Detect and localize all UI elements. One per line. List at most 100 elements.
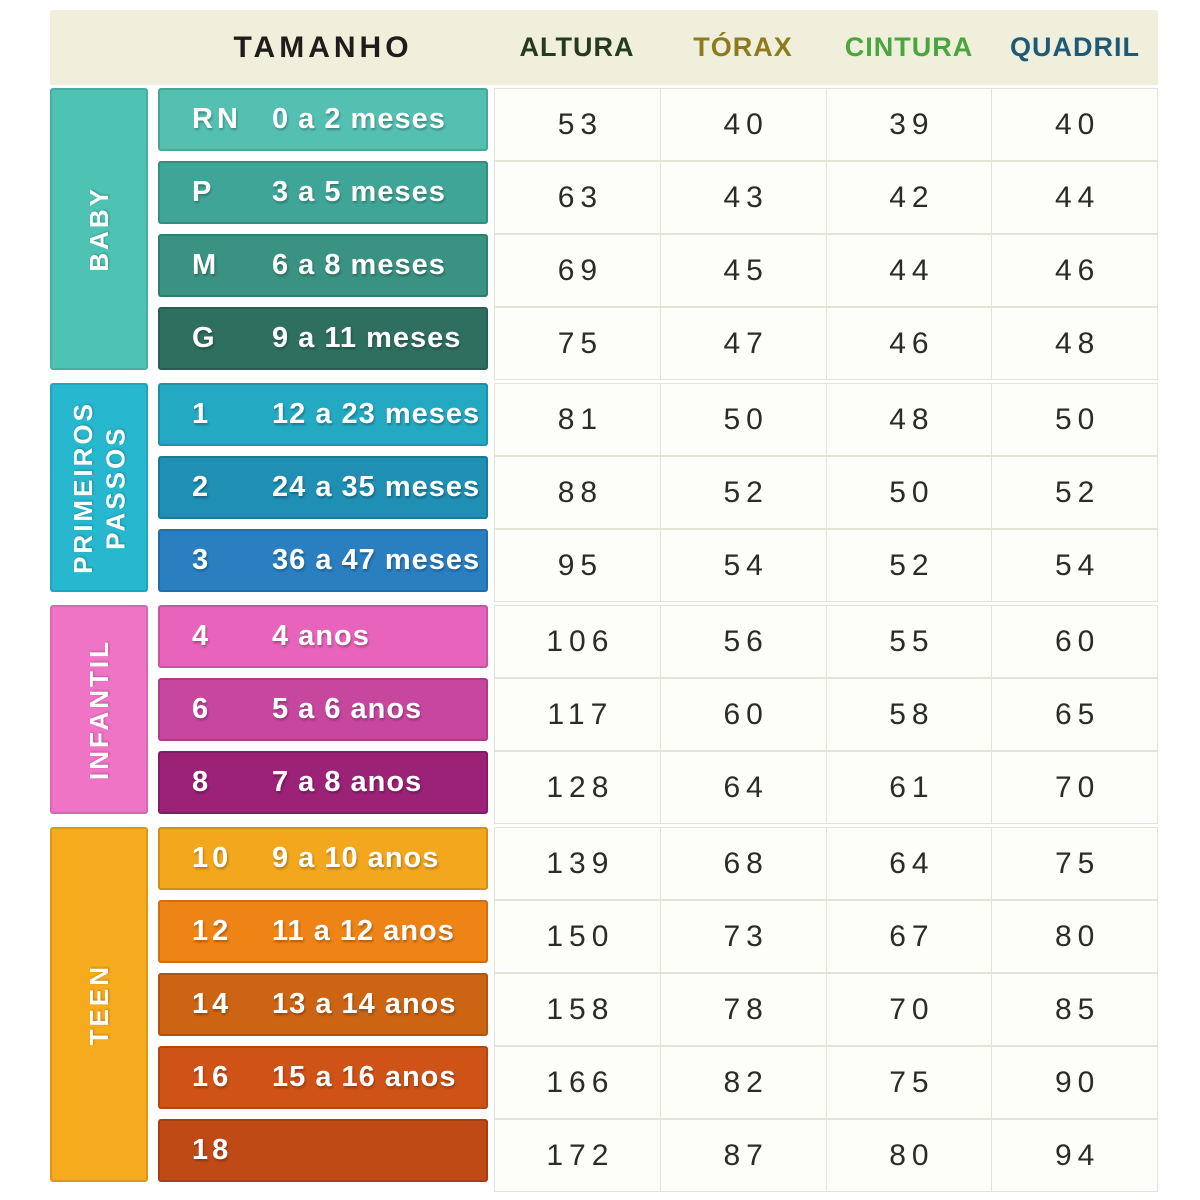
size-bar: 12 11 a 12 anos (158, 900, 488, 963)
size-bar: RN 0 a 2 meses (158, 88, 488, 151)
age-range: 5 a 6 anos (272, 693, 423, 725)
size-code: P (192, 176, 216, 208)
quadril-value: 80 (1054, 919, 1101, 953)
measurement-cells: 88 52 50 52 (494, 456, 1158, 529)
size-row: 2 24 a 35 meses 88 52 50 52 (158, 456, 1158, 529)
cell-altura: 63 (494, 161, 661, 234)
cell-quadril: 60 (991, 605, 1158, 678)
cell-torax: 50 (659, 383, 827, 456)
measurement-cells: 63 43 42 44 (494, 161, 1158, 234)
altura-value: 75 (557, 326, 604, 360)
section-rows: 10 9 a 10 anos 139 68 64 75 12 11 a 12 anos 150 7… (158, 827, 1158, 1192)
size-row: M 6 a 8 meses 69 45 44 46 (158, 234, 1158, 307)
cell-altura: 53 (494, 88, 661, 161)
altura-value: 53 (557, 107, 604, 141)
cell-torax: 56 (659, 605, 827, 678)
size-row: 12 11 a 12 anos 150 73 67 80 (158, 900, 1158, 973)
altura-value: 88 (557, 475, 604, 509)
cell-torax: 78 (659, 973, 827, 1046)
altura-value: 172 (546, 1138, 615, 1172)
cell-altura: 81 (494, 383, 661, 456)
age-range: 9 a 10 anos (272, 842, 440, 874)
cell-torax: 43 (659, 161, 827, 234)
size-row: 10 9 a 10 anos 139 68 64 75 (158, 827, 1158, 900)
size-code: 6 (192, 693, 213, 725)
age-range: 9 a 11 meses (272, 322, 462, 354)
cell-quadril: 75 (991, 827, 1158, 900)
cell-torax: 47 (659, 307, 827, 380)
cell-altura: 88 (494, 456, 661, 529)
size-code: 12 (192, 915, 233, 947)
column-header-tamanho: TAMANHO (233, 30, 413, 64)
size-bar: G 9 a 11 meses (158, 307, 488, 370)
measurement-cells: 172 87 80 94 (494, 1119, 1158, 1192)
cintura-value: 75 (889, 1065, 935, 1099)
cintura-value: 39 (889, 107, 935, 141)
size-row: 14 13 a 14 anos 158 78 70 85 (158, 973, 1158, 1046)
altura-value: 95 (557, 548, 604, 582)
cell-altura: 166 (494, 1046, 661, 1119)
torax-value: 50 (723, 402, 769, 436)
measurement-cells: 69 45 44 46 (494, 234, 1158, 307)
section-infantil: INFANTIL 4 4 anos 106 56 55 60 6 5 a 6 anos 117 60… (50, 605, 1158, 824)
cell-quadril: 50 (991, 383, 1158, 456)
cintura-value: 52 (889, 548, 935, 582)
cell-quadril: 80 (991, 900, 1158, 973)
size-bar: 18 (158, 1119, 488, 1182)
section-primeiros-passos: PRIMEIROS PASSOS 1 12 a 23 meses 81 50 48 50 2 2… (50, 383, 1158, 602)
measurement-cells: 139 68 64 75 (494, 827, 1158, 900)
size-code: 8 (192, 766, 213, 798)
cell-quadril: 48 (991, 307, 1158, 380)
cintura-value: 48 (889, 402, 935, 436)
size-row: P 3 a 5 meses 63 43 42 44 (158, 161, 1158, 234)
cell-torax: 73 (659, 900, 827, 973)
quadril-value: 94 (1054, 1138, 1101, 1172)
altura-value: 81 (557, 402, 604, 436)
category-label: BABY (83, 186, 114, 272)
size-code: 16 (192, 1061, 233, 1093)
size-bar: 3 36 a 47 meses (158, 529, 488, 592)
torax-value: 54 (723, 548, 769, 582)
cell-quadril: 85 (991, 973, 1158, 1046)
measurement-cells: 150 73 67 80 (494, 900, 1158, 973)
altura-value: 63 (557, 180, 604, 214)
age-range: 13 a 14 anos (272, 988, 457, 1020)
category-bar-teen: TEEN (50, 827, 148, 1182)
age-range: 36 a 47 meses (272, 544, 481, 576)
torax-value: 47 (723, 326, 769, 360)
quadril-value: 85 (1054, 992, 1101, 1026)
torax-value: 43 (723, 180, 769, 214)
cintura-value: 80 (889, 1138, 935, 1172)
cell-altura: 95 (494, 529, 661, 602)
size-code: 1 (192, 398, 213, 430)
size-chart: TAMANHO ALTURA TÓRAX CINTURA QUADRIL BAB… (50, 10, 1158, 1192)
size-code: RN (192, 103, 242, 135)
altura-value: 166 (546, 1065, 615, 1099)
measurement-cells: 158 78 70 85 (494, 973, 1158, 1046)
torax-value: 60 (723, 697, 769, 731)
altura-value: 150 (546, 919, 615, 953)
size-row: 6 5 a 6 anos 117 60 58 65 (158, 678, 1158, 751)
category-bar-primeiros-passos: PRIMEIROS PASSOS (50, 383, 148, 592)
altura-value: 158 (546, 992, 615, 1026)
table-body: BABY RN 0 a 2 meses 53 40 39 40 P 3 a 5 meses 63 4… (50, 88, 1158, 1192)
measurement-cells: 117 60 58 65 (494, 678, 1158, 751)
size-bar: 16 15 a 16 anos (158, 1046, 488, 1109)
cell-cintura: 48 (825, 383, 993, 456)
cell-altura: 150 (494, 900, 661, 973)
cell-cintura: 39 (825, 88, 993, 161)
cell-cintura: 64 (825, 827, 993, 900)
cell-altura: 139 (494, 827, 661, 900)
category-label: TEEN (83, 963, 114, 1046)
column-header-altura: ALTURA (519, 32, 635, 62)
torax-value: 40 (723, 107, 769, 141)
age-range: 4 anos (272, 620, 370, 652)
measurement-cells: 81 50 48 50 (494, 383, 1158, 456)
torax-value: 68 (723, 846, 769, 880)
cell-quadril: 54 (991, 529, 1158, 602)
cell-cintura: 70 (825, 973, 993, 1046)
cell-altura: 75 (494, 307, 661, 380)
cell-torax: 60 (659, 678, 827, 751)
cintura-value: 55 (889, 624, 935, 658)
cell-cintura: 61 (825, 751, 993, 824)
